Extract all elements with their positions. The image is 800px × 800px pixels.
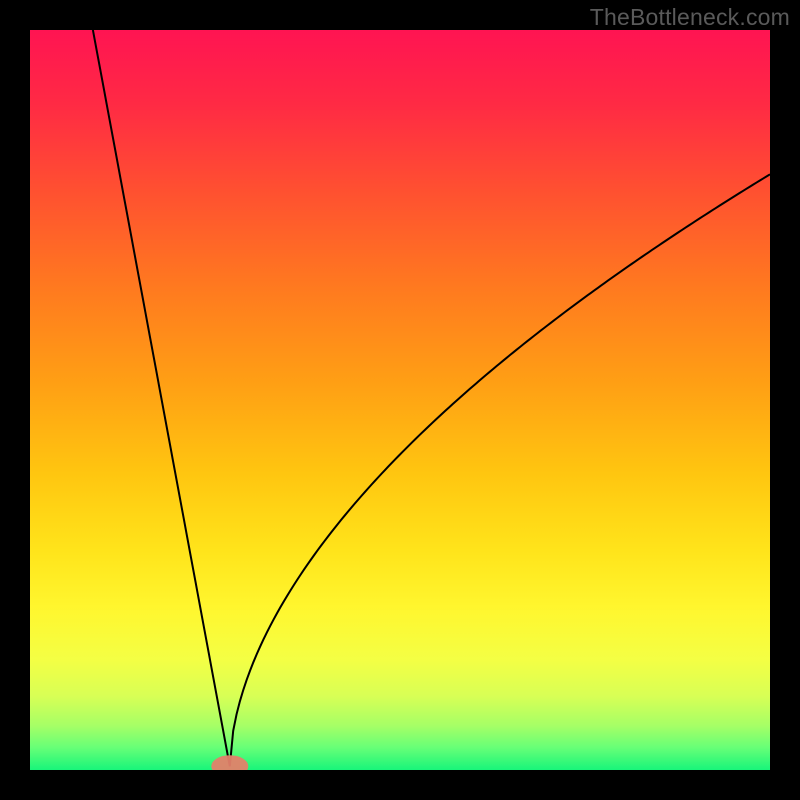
watermark-text: TheBottleneck.com [590, 4, 790, 31]
bottleneck-chart [0, 0, 800, 800]
chart-gradient-background [30, 30, 770, 770]
